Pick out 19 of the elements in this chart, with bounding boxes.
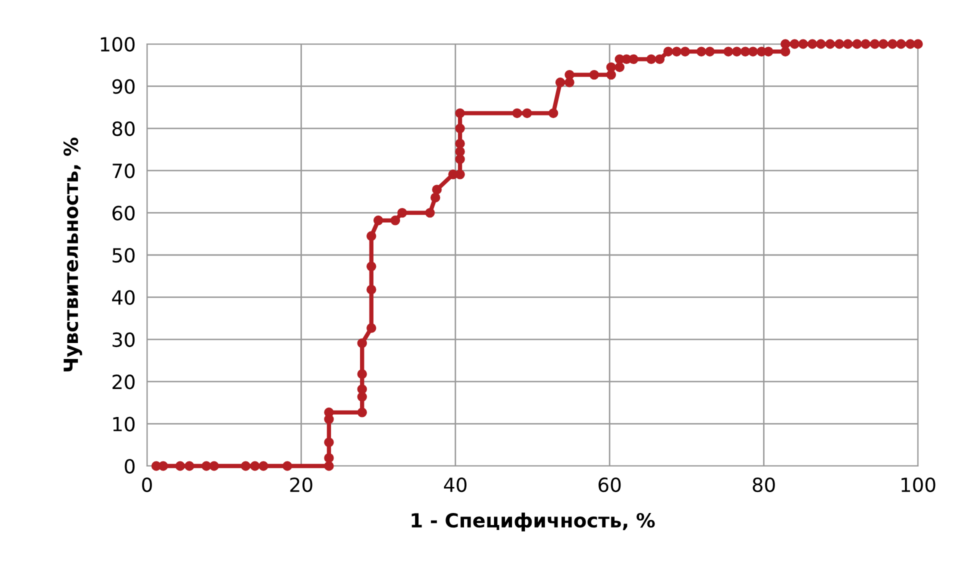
x-tick-label: 80 <box>752 477 775 492</box>
y-tick-label: 90 <box>112 79 135 94</box>
y-tick-label: 20 <box>112 374 135 390</box>
x-tick-label: 100 <box>902 477 936 492</box>
x-axis-title: 1 - Специфичность, % <box>412 512 655 532</box>
x-tick-label: 40 <box>444 477 466 492</box>
x-tick-label: 20 <box>290 477 312 492</box>
y-tick-label: 80 <box>112 121 135 136</box>
y-tick-label: 0 <box>124 458 135 474</box>
y-tick-label: 60 <box>112 206 135 220</box>
y-tick-label: 50 <box>112 248 135 263</box>
x-tick-label: 60 <box>598 477 621 492</box>
y-tick-label: 30 <box>112 332 135 348</box>
x-tick-label: 0 <box>142 477 152 492</box>
y-tick-label: 10 <box>113 416 135 432</box>
y-tick-label: 40 <box>112 290 135 305</box>
y-tick-label: 100 <box>100 36 135 52</box>
y-tick-label: 70 <box>112 164 135 178</box>
y-axis-title: Чувствительность, % <box>63 138 82 372</box>
